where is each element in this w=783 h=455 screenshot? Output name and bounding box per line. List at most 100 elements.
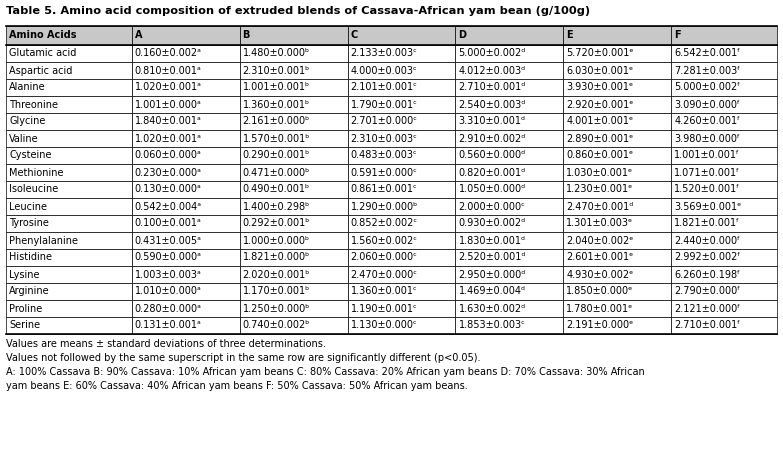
- Text: 0.431±0.005ᵃ: 0.431±0.005ᵃ: [135, 236, 201, 246]
- Text: Proline: Proline: [9, 303, 42, 313]
- Bar: [6, 283, 132, 300]
- Bar: [564, 79, 671, 96]
- Text: 1.520±0.001ᶠ: 1.520±0.001ᶠ: [674, 184, 741, 194]
- Bar: [132, 26, 240, 45]
- Text: D: D: [459, 30, 467, 40]
- Bar: [132, 62, 240, 79]
- Bar: [456, 300, 564, 317]
- Text: 5.000±0.002ᶠ: 5.000±0.002ᶠ: [674, 82, 741, 92]
- Text: 0.290±0.001ᵇ: 0.290±0.001ᵇ: [243, 151, 310, 161]
- Text: 1.400±0.298ᵇ: 1.400±0.298ᵇ: [243, 202, 310, 212]
- Bar: [6, 130, 132, 147]
- Text: 2.710±0.001ᵈ: 2.710±0.001ᵈ: [459, 82, 525, 92]
- Text: 2.000±0.000ᶜ: 2.000±0.000ᶜ: [459, 202, 525, 212]
- Text: 0.131±0.001ᵃ: 0.131±0.001ᵃ: [135, 320, 201, 330]
- Bar: [6, 198, 132, 215]
- Text: F: F: [674, 30, 681, 40]
- Bar: [348, 249, 456, 266]
- Text: Aspartic acid: Aspartic acid: [9, 66, 72, 76]
- Bar: [456, 215, 564, 232]
- Text: 0.590±0.000ᵃ: 0.590±0.000ᵃ: [135, 253, 201, 263]
- Text: 0.560±0.000ᵈ: 0.560±0.000ᵈ: [459, 151, 525, 161]
- Bar: [240, 317, 348, 334]
- Bar: [671, 249, 777, 266]
- Text: Glutamic acid: Glutamic acid: [9, 49, 77, 59]
- Text: A: 100% Cassava B: 90% Cassava: 10% African yam beans C: 80% Cassava: 20% Africa: A: 100% Cassava B: 90% Cassava: 10% Afri…: [6, 367, 644, 377]
- Text: 2.790±0.000ᶠ: 2.790±0.000ᶠ: [674, 287, 741, 297]
- Bar: [671, 181, 777, 198]
- Text: 1.000±0.000ᵇ: 1.000±0.000ᵇ: [243, 236, 310, 246]
- Bar: [348, 164, 456, 181]
- Text: Methionine: Methionine: [9, 167, 63, 177]
- Text: 2.992±0.002ᶠ: 2.992±0.002ᶠ: [674, 253, 741, 263]
- Text: B: B: [243, 30, 250, 40]
- Bar: [240, 266, 348, 283]
- Bar: [132, 130, 240, 147]
- Text: 1.020±0.001ᵃ: 1.020±0.001ᵃ: [135, 82, 201, 92]
- Bar: [348, 283, 456, 300]
- Bar: [132, 283, 240, 300]
- Bar: [132, 96, 240, 113]
- Text: Histidine: Histidine: [9, 253, 52, 263]
- Bar: [132, 79, 240, 96]
- Text: Lysine: Lysine: [9, 269, 39, 279]
- Text: 1.130±0.000ᶜ: 1.130±0.000ᶜ: [351, 320, 417, 330]
- Text: yam beans E: 60% Cassava: 40% African yam beans F: 50% Cassava: 50% African yam : yam beans E: 60% Cassava: 40% African ya…: [6, 381, 467, 391]
- Bar: [456, 26, 564, 45]
- Bar: [348, 62, 456, 79]
- Text: 1.360±0.001ᵇ: 1.360±0.001ᵇ: [243, 100, 310, 110]
- Text: 2.910±0.002ᵈ: 2.910±0.002ᵈ: [459, 133, 525, 143]
- Bar: [6, 266, 132, 283]
- Bar: [132, 147, 240, 164]
- Text: 2.710±0.001ᶠ: 2.710±0.001ᶠ: [674, 320, 741, 330]
- Bar: [564, 317, 671, 334]
- Bar: [564, 215, 671, 232]
- Text: 1.360±0.001ᶜ: 1.360±0.001ᶜ: [351, 287, 417, 297]
- Bar: [348, 96, 456, 113]
- Bar: [6, 164, 132, 181]
- Bar: [456, 283, 564, 300]
- Text: 1.001±0.001ᵇ: 1.001±0.001ᵇ: [243, 82, 310, 92]
- Text: 2.601±0.001ᵉ: 2.601±0.001ᵉ: [566, 253, 633, 263]
- Text: 2.020±0.001ᵇ: 2.020±0.001ᵇ: [243, 269, 310, 279]
- Bar: [132, 181, 240, 198]
- Bar: [240, 26, 348, 45]
- Bar: [240, 283, 348, 300]
- Bar: [564, 232, 671, 249]
- Text: Leucine: Leucine: [9, 202, 47, 212]
- Text: 0.292±0.001ᵇ: 0.292±0.001ᵇ: [243, 218, 310, 228]
- Text: 1.071±0.001ᶠ: 1.071±0.001ᶠ: [674, 167, 741, 177]
- Bar: [564, 147, 671, 164]
- Text: Isoleucine: Isoleucine: [9, 184, 58, 194]
- Bar: [132, 215, 240, 232]
- Text: 4.930±0.002ᵉ: 4.930±0.002ᵉ: [566, 269, 633, 279]
- Text: Arginine: Arginine: [9, 287, 49, 297]
- Text: 2.040±0.002ᵉ: 2.040±0.002ᵉ: [566, 236, 633, 246]
- Text: 6.542±0.001ᶠ: 6.542±0.001ᶠ: [674, 49, 741, 59]
- Text: 0.130±0.000ᵃ: 0.130±0.000ᵃ: [135, 184, 201, 194]
- Bar: [6, 26, 132, 45]
- Bar: [240, 198, 348, 215]
- Bar: [348, 232, 456, 249]
- Bar: [132, 266, 240, 283]
- Text: Tyrosine: Tyrosine: [9, 218, 49, 228]
- Text: 0.820±0.001ᵈ: 0.820±0.001ᵈ: [459, 167, 525, 177]
- Bar: [564, 181, 671, 198]
- Text: Values not followed by the same superscript in the same row are significantly di: Values not followed by the same superscr…: [6, 353, 481, 363]
- Bar: [240, 79, 348, 96]
- Bar: [240, 181, 348, 198]
- Text: 3.310±0.001ᵈ: 3.310±0.001ᵈ: [459, 116, 525, 126]
- Bar: [671, 130, 777, 147]
- Bar: [456, 317, 564, 334]
- Text: 4.012±0.003ᵈ: 4.012±0.003ᵈ: [459, 66, 525, 76]
- Text: 0.060±0.000ᵃ: 0.060±0.000ᵃ: [135, 151, 201, 161]
- Bar: [348, 266, 456, 283]
- Text: 1.853±0.003ᶜ: 1.853±0.003ᶜ: [459, 320, 525, 330]
- Bar: [132, 45, 240, 62]
- Bar: [6, 113, 132, 130]
- Bar: [6, 300, 132, 317]
- Text: 2.101±0.001ᶜ: 2.101±0.001ᶜ: [351, 82, 417, 92]
- Bar: [671, 147, 777, 164]
- Text: Values are means ± standard deviations of three determinations.: Values are means ± standard deviations o…: [6, 339, 326, 349]
- Text: 0.930±0.002ᵈ: 0.930±0.002ᵈ: [459, 218, 525, 228]
